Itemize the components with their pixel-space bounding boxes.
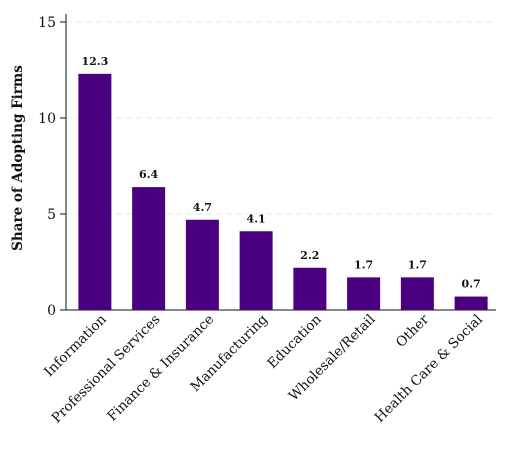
bar-7 <box>454 296 488 310</box>
data-label-6: 1.7 <box>408 258 427 271</box>
data-label-4: 2.2 <box>300 249 319 262</box>
bars <box>78 73 488 310</box>
data-label-7: 0.7 <box>462 278 481 291</box>
category-label-2: Finance & Insurance <box>104 312 217 425</box>
data-label-3: 4.1 <box>247 212 266 225</box>
y-tick-label-0: 0 <box>47 303 56 319</box>
bar-0 <box>78 73 112 310</box>
category-label-6: Other <box>393 311 433 351</box>
data-label-2: 4.7 <box>193 201 212 214</box>
bar-6 <box>400 277 434 310</box>
y-tick-label-15: 15 <box>38 15 56 31</box>
bar-4 <box>293 267 327 310</box>
axes <box>65 14 496 311</box>
data-labels: 12.3 6.4 4.7 4.1 2.2 1.7 1.7 0.7 <box>81 55 480 291</box>
bar-3 <box>239 231 273 310</box>
data-label-5: 1.7 <box>354 258 373 271</box>
category-label-7: Health Care & Social <box>372 312 486 426</box>
data-label-1: 6.4 <box>139 168 158 181</box>
bar-1 <box>132 187 166 310</box>
gridlines <box>66 21 496 215</box>
category-label-1: Professional Services <box>49 311 164 426</box>
y-axis-title: Share of Adopting Firms <box>10 65 26 251</box>
y-ticks: 0 5 10 15 <box>38 15 66 319</box>
y-tick-label-10: 10 <box>38 111 56 127</box>
data-label-0: 12.3 <box>81 55 108 68</box>
y-tick-label-5: 5 <box>47 207 56 223</box>
bar-5 <box>347 277 381 310</box>
bar-2 <box>185 219 219 310</box>
